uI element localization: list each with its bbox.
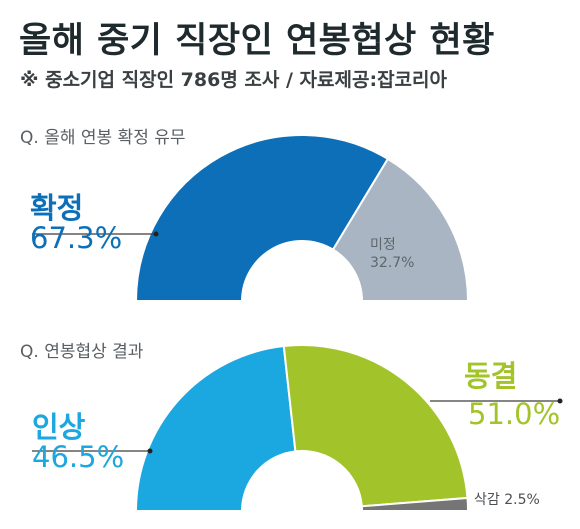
question-result: Q. 연봉협상 결과 [20,342,144,362]
slice-value-confirmed: 67.3% [30,221,123,256]
slice-label-undecided: 미정 [370,237,396,253]
slice-raise [134,344,297,512]
label-block-freeze: 동결 [464,359,518,393]
slice-label-cut: 삭감 [474,492,500,508]
slice-freeze [282,344,469,508]
page-subtitle: ※ 중소기업 직장인 786명 조사 / 자료제공:잡코리아 [20,69,447,91]
leader-freeze-dot [557,398,563,404]
leader-raise-dot [147,448,153,454]
slice-confirmed [134,134,390,302]
slice-value-undecided: 32.7% [370,255,415,272]
question-confirmation: Q. 올해 연봉 확정 유무 [20,128,186,148]
slice-label-raise: 인상 [32,410,86,444]
chart-confirmation [32,134,470,302]
slice-label-freeze: 동결 [464,359,518,393]
slice-cut [360,496,470,512]
slice-undecided [331,157,470,302]
chart-result [32,344,563,512]
label-block-freeze-value: 51.0% [468,397,561,431]
label-block-cut: 삭감 2.5% [474,489,540,509]
label-block-confirmed: 확정 67.3% [30,193,122,254]
slice-value-cut: 2.5% [504,492,540,508]
label-block-raise: 인상 46.5% [32,412,124,473]
slice-value-raise: 46.5% [32,440,125,475]
slice-label-confirmed: 확정 [30,191,84,225]
leader-confirmed-dot [153,231,159,237]
label-block-undecided: 미정 32.7% [370,236,414,272]
slice-value-freeze: 51.0% [468,397,561,431]
page-title: 올해 중기 직장인 연봉협상 현황 [19,21,495,61]
